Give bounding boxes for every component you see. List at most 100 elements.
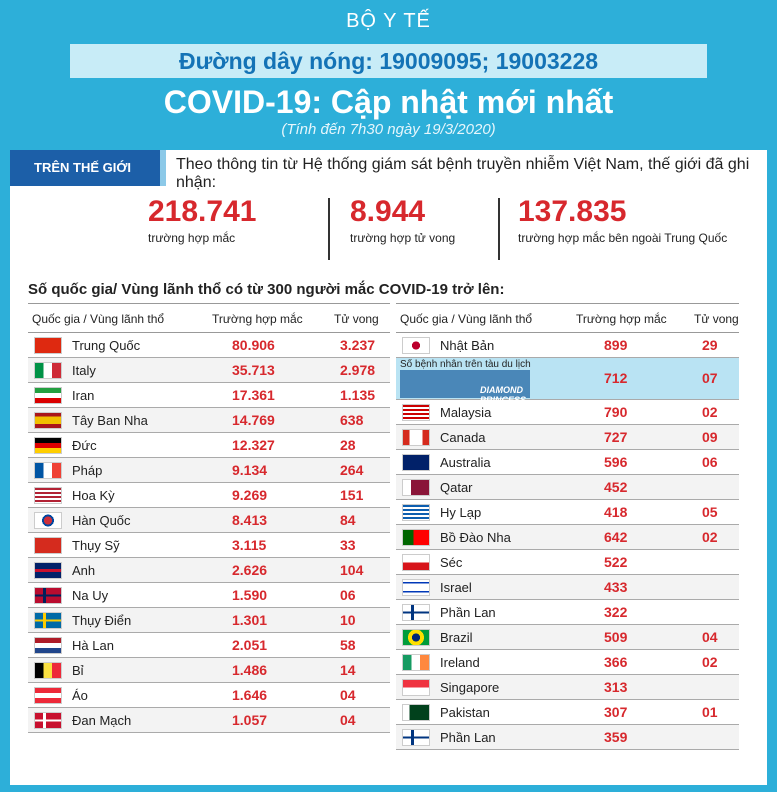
- country-name: Malaysia: [440, 405, 492, 420]
- cases-value: 35.713: [232, 362, 275, 378]
- cruise-ship-image: DIAMOND PRINCESS: [400, 370, 530, 405]
- flag-icon: [34, 512, 62, 529]
- cases-value: 1.646: [232, 687, 268, 703]
- table-row: Bồ Đào Nha 642 02: [396, 525, 739, 550]
- section-title: Số quốc gia/ Vùng lãnh thổ có từ 300 ngư…: [28, 281, 505, 298]
- cases-value: 80.906: [232, 337, 275, 353]
- flag-icon: [34, 387, 62, 404]
- table-row: Hy Lạp 418 05: [396, 500, 739, 525]
- country-name: Pakistan: [440, 705, 490, 720]
- col-cases: Trường hợp mắc: [212, 312, 303, 326]
- table-row: Ireland 366 02: [396, 650, 739, 675]
- country-name: Hoa Kỳ: [72, 488, 115, 503]
- cases-value: 596: [604, 454, 628, 470]
- flag-icon: [402, 604, 430, 621]
- deaths-value: 06: [702, 454, 718, 470]
- table-row: Séc 522: [396, 550, 739, 575]
- cases-value: 1.590: [232, 587, 268, 603]
- page-title: COVID-19: Cập nhật mới nhất: [163, 84, 614, 120]
- table-row: Bỉ 1.486 14: [28, 658, 390, 683]
- flag-icon: [402, 579, 430, 596]
- col-cases: Trường hợp mắc: [576, 312, 667, 326]
- right-country-table: Quốc gia / Vùng lãnh thổ Trường hợp mắc …: [396, 303, 739, 750]
- deaths-value: 02: [702, 529, 718, 545]
- table-row: Singapore 313: [396, 675, 739, 700]
- flag-icon: [402, 679, 430, 696]
- flag-icon: [34, 562, 62, 579]
- table-row: Canada 727 09: [396, 425, 739, 450]
- deaths-value: 10: [340, 612, 356, 628]
- country-name: Phần Lan: [440, 605, 496, 620]
- ship-label: Số bệnh nhân trên tàu du lịch: [400, 359, 531, 370]
- flag-icon: [402, 654, 430, 671]
- country-name: Singapore: [440, 680, 500, 695]
- cases-value: 1.301: [232, 612, 268, 628]
- stat-value: 218.741: [148, 195, 257, 228]
- flag-icon: [402, 504, 430, 521]
- table-row: Hàn Quốc 8.413 84: [28, 508, 390, 533]
- cases-value: 899: [604, 337, 628, 353]
- country-name: Hàn Quốc: [72, 513, 131, 528]
- flag-icon: [34, 687, 62, 704]
- flag-icon: [402, 479, 430, 496]
- table-row: Pháp 9.134 264: [28, 458, 390, 483]
- table-row: Brazil 509 04: [396, 625, 739, 650]
- deaths-value: 33: [340, 537, 356, 553]
- divider: [328, 198, 330, 260]
- col-deaths: Tử vong: [334, 312, 379, 326]
- country-name: Phần Lan: [440, 730, 496, 745]
- left-country-table: Quốc gia / Vùng lãnh thổ Trường hợp mắc …: [28, 303, 390, 733]
- deaths-value: 58: [340, 637, 356, 653]
- cases-value: 12.327: [232, 437, 275, 453]
- stat-label: trường hợp tử vong: [350, 231, 456, 245]
- deaths-value: 07: [702, 370, 718, 386]
- country-name: Hy Lạp: [440, 505, 482, 520]
- country-name: Bỉ: [72, 663, 84, 678]
- cases-value: 1.057: [232, 712, 268, 728]
- flag-icon: [402, 404, 430, 421]
- divider: [498, 198, 500, 260]
- flag-icon: [34, 612, 62, 629]
- cases-value: 790: [604, 404, 628, 420]
- country-name: Australia: [440, 455, 491, 470]
- cases-value: 366: [604, 654, 628, 670]
- flag-icon: [402, 429, 430, 446]
- cases-value: 727: [604, 429, 628, 445]
- country-name: Áo: [72, 688, 88, 703]
- deaths-value: 2.978: [340, 362, 376, 378]
- stat-value: 137.835: [518, 195, 627, 228]
- deaths-value: 264: [340, 462, 364, 478]
- table-row: Pakistan 307 01: [396, 700, 739, 725]
- deaths-value: 04: [340, 687, 356, 703]
- flag-icon: [34, 337, 62, 354]
- table-row: Hà Lan 2.051 58: [28, 633, 390, 658]
- country-name: Iran: [72, 388, 95, 403]
- col-country: Quốc gia / Vùng lãnh thổ: [32, 312, 165, 326]
- flag-icon: [34, 437, 62, 454]
- stat-label: trường hợp mắc bên ngoài Trung Quốc: [518, 231, 728, 245]
- country-name: Israel: [440, 580, 472, 595]
- country-name: Bồ Đào Nha: [440, 530, 511, 545]
- header: BỘ Y TẾ Đường dây nóng: 19009095; 190032…: [0, 0, 777, 150]
- cases-value: 8.413: [232, 512, 268, 528]
- cases-value: 14.769: [232, 412, 275, 428]
- table-body: Nhật Bản 899 29 Số bệnh nhân trên tàu du lị…: [396, 333, 739, 750]
- flag-icon: [34, 712, 62, 729]
- table-row: Số bệnh nhân trên tàu du lịch DIAMOND PRI…: [396, 358, 739, 405]
- table-row: Nhật Bản 899 29: [396, 333, 739, 358]
- cases-value: 3.115: [232, 537, 267, 553]
- cases-value: 2.051: [232, 637, 268, 653]
- flag-icon: [34, 637, 62, 654]
- country-name: Canada: [440, 430, 486, 445]
- country-name: Ireland: [440, 655, 480, 670]
- stat-outside-china: 137.835 trường hợp mắc bên ngoài Trung Q…: [518, 195, 727, 245]
- ministry-name: BỘ Y TẾ: [346, 10, 431, 32]
- stat-value: 8.944: [350, 195, 426, 228]
- cases-value: 452: [604, 479, 628, 495]
- cases-value: 313: [604, 679, 628, 695]
- cases-value: 359: [604, 729, 628, 745]
- cases-value: 9.134: [232, 462, 268, 478]
- deaths-value: 14: [340, 662, 356, 678]
- table-row: Đức 12.327 28: [28, 433, 390, 458]
- country-name: Anh: [72, 563, 96, 578]
